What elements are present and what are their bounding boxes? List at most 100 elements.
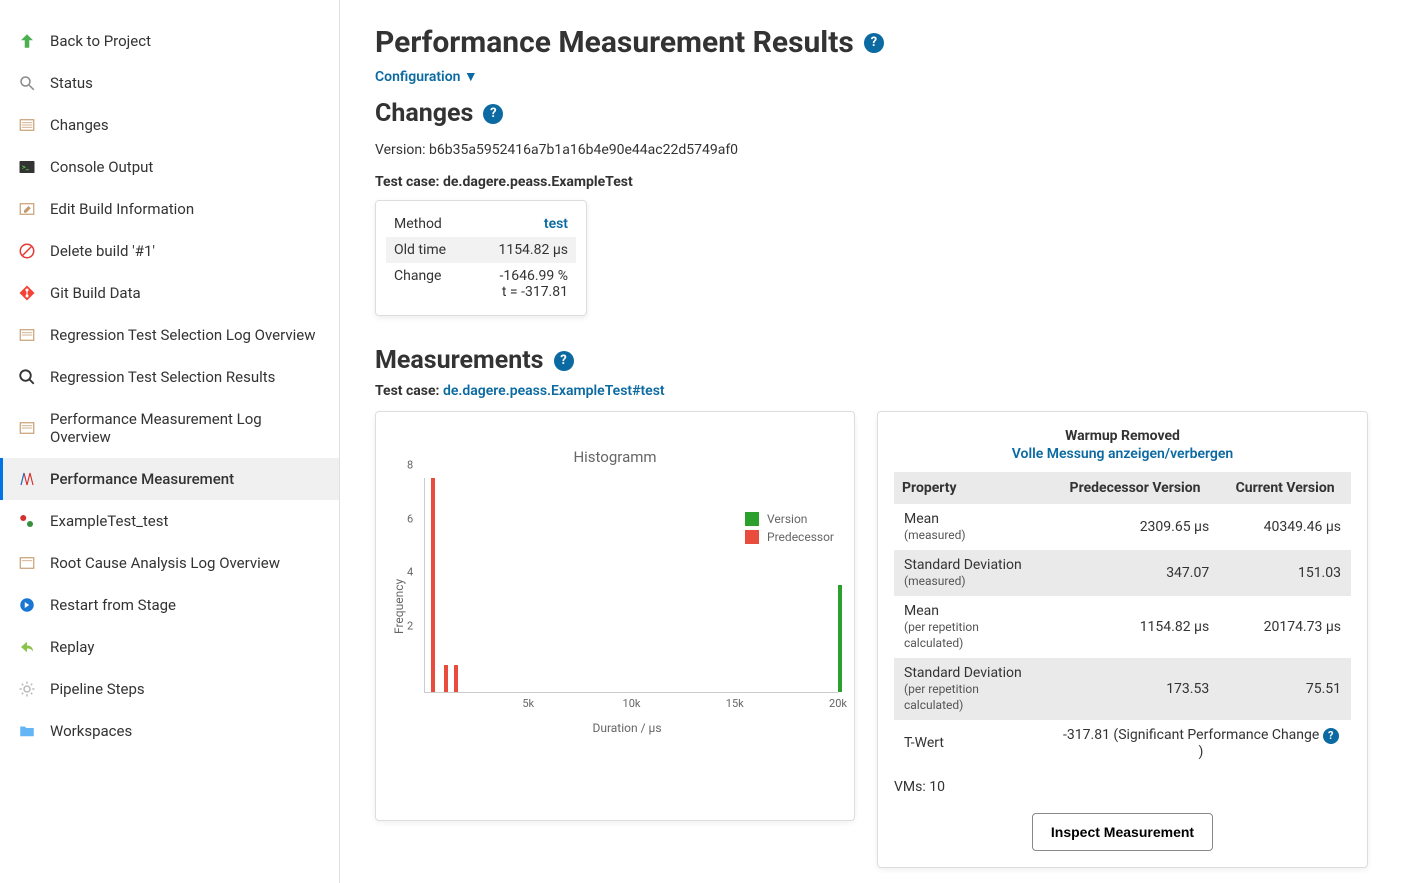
- changes-table: Method test Old time 1154.82 µs Change -…: [386, 211, 576, 305]
- configuration-toggle[interactable]: Configuration ▼: [375, 69, 478, 85]
- chart-bar: [454, 665, 458, 692]
- cell-value: 1154.82 µs: [1051, 596, 1219, 658]
- table-row: T-Wert -317.81 (Significant Performance …: [894, 720, 1351, 767]
- sidebar-item-perf-measurement-log[interactable]: Performance Measurement Log Overview: [0, 398, 339, 458]
- help-icon[interactable]: ?: [1323, 728, 1339, 744]
- measurements-heading-text: Measurements: [375, 346, 544, 375]
- inspect-measurement-button[interactable]: Inspect Measurement: [1032, 813, 1213, 851]
- cell-property: Mean(measured): [894, 504, 1051, 550]
- sidebar-item-regression-test-log[interactable]: Regression Test Selection Log Overview: [0, 314, 339, 356]
- table-row: Mean(measured) 2309.65 µs 40349.46 µs: [894, 504, 1351, 550]
- sidebar-item-label: Console Output: [50, 158, 153, 176]
- replay-icon: [18, 638, 36, 656]
- chart-bar: [838, 585, 842, 692]
- changes-card: Method test Old time 1154.82 µs Change -…: [375, 200, 587, 316]
- sidebar-item-replay[interactable]: Replay: [0, 626, 339, 668]
- sidebar-item-edit-build-info[interactable]: Edit Build Information: [0, 188, 339, 230]
- sidebar-item-perf-measurement[interactable]: Performance Measurement: [0, 458, 339, 500]
- results-icon: [18, 368, 36, 386]
- cell-value: -1646.99 % t = -317.81: [470, 263, 576, 305]
- sidebar-item-label: Edit Build Information: [50, 200, 194, 218]
- table-row: Old time 1154.82 µs: [386, 237, 576, 263]
- chart-ytick: 6: [407, 512, 413, 525]
- gear-icon: [18, 680, 36, 698]
- sidebar-item-workspaces[interactable]: Workspaces: [0, 710, 339, 752]
- testcase-label: Test case:: [375, 383, 440, 399]
- help-icon[interactable]: ?: [864, 33, 884, 53]
- chart-bar: [431, 478, 435, 692]
- chart-xtick: 20k: [829, 697, 847, 710]
- cell-value: 75.51: [1219, 658, 1351, 720]
- cell-value: 347.07: [1051, 550, 1219, 596]
- cell-value: 20174.73 µs: [1219, 596, 1351, 658]
- sidebar-item-back-to-project[interactable]: Back to Project: [0, 20, 339, 62]
- measurement-icon: [18, 470, 36, 488]
- stats-toggle-link[interactable]: Volle Messung anzeigen/verbergen: [1012, 446, 1234, 462]
- sidebar-item-regression-test-results[interactable]: Regression Test Selection Results: [0, 356, 339, 398]
- log-icon: [18, 419, 36, 437]
- chart-ytick: 4: [407, 566, 413, 579]
- table-row: Standard Deviation(per repetition calcul…: [894, 658, 1351, 720]
- cell-property: T-Wert: [894, 720, 1051, 767]
- testcase-link[interactable]: de.dagere.peass.ExampleTest#test: [443, 383, 665, 399]
- vms-label: VMs:: [894, 779, 926, 795]
- sidebar-item-console-output[interactable]: >_ Console Output: [0, 146, 339, 188]
- sidebar-item-label: Pipeline Steps: [50, 680, 145, 698]
- testcase-label: Test case:: [375, 174, 440, 190]
- stats-header: Warmup Removed: [894, 428, 1351, 444]
- cell-value: 40349.46 µs: [1219, 504, 1351, 550]
- sidebar-item-label: Status: [50, 74, 93, 92]
- vms-line: VMs: 10: [894, 779, 1351, 795]
- sidebar: Back to Project Status Changes >_ Consol…: [0, 0, 340, 883]
- sidebar-item-label: Root Cause Analysis Log Overview: [50, 554, 280, 572]
- sidebar-item-pipeline-steps[interactable]: Pipeline Steps: [0, 668, 339, 710]
- log-icon: [18, 326, 36, 344]
- chart-xtick: 15k: [726, 697, 744, 710]
- sidebar-item-delete-build[interactable]: Delete build '#1': [0, 230, 339, 272]
- table-row: Method test: [386, 211, 576, 237]
- main-content: Performance Measurement Results ? Config…: [340, 0, 1403, 883]
- cell-value: 2309.65 µs: [1051, 504, 1219, 550]
- sidebar-item-git-build-data[interactable]: Git Build Data: [0, 272, 339, 314]
- table-row: Change -1646.99 % t = -317.81: [386, 263, 576, 305]
- log-icon: [18, 554, 36, 572]
- col-header: Property: [894, 472, 1051, 504]
- version-hash: b6b35a5952416a7b1a16b4e90e44ac22d5749af0: [429, 142, 738, 158]
- method-link[interactable]: test: [544, 216, 568, 232]
- chart-xlabel: Duration / µs: [416, 721, 838, 735]
- sidebar-item-root-cause-log[interactable]: Root Cause Analysis Log Overview: [0, 542, 339, 584]
- chart-title: Histogramm: [392, 448, 838, 466]
- testcase-name: de.dagere.peass.ExampleTest: [443, 174, 633, 190]
- cell-property: Standard Deviation(per repetition calcul…: [894, 658, 1051, 720]
- cell-label: Method: [386, 211, 470, 237]
- sidebar-item-label: ExampleTest_test: [50, 512, 168, 530]
- restart-icon: [18, 596, 36, 614]
- sidebar-item-label: Restart from Stage: [50, 596, 176, 614]
- measurements-testcase-line: Test case: de.dagere.peass.ExampleTest#t…: [375, 383, 1368, 399]
- chart-ytick: 8: [407, 459, 413, 472]
- edit-icon: [18, 200, 36, 218]
- vms-value: 10: [929, 779, 945, 795]
- changes-heading-text: Changes: [375, 99, 473, 128]
- sidebar-item-label: Regression Test Selection Log Overview: [50, 326, 315, 344]
- sidebar-item-status[interactable]: Status: [0, 62, 339, 104]
- cell-value: -317.81 (Significant Performance Change …: [1051, 720, 1351, 767]
- cell-value: 173.53: [1051, 658, 1219, 720]
- sidebar-item-label: Replay: [50, 638, 94, 656]
- chart-xtick: 5k: [522, 697, 534, 710]
- sidebar-item-changes[interactable]: Changes: [0, 104, 339, 146]
- legend-label: Predecessor: [767, 530, 834, 544]
- search-icon: [18, 74, 36, 92]
- legend-label: Version: [767, 512, 807, 526]
- folder-icon: [18, 722, 36, 740]
- sidebar-item-example-test[interactable]: ExampleTest_test: [0, 500, 339, 542]
- version-label: Version:: [375, 142, 426, 158]
- help-icon[interactable]: ?: [483, 104, 503, 124]
- help-icon[interactable]: ?: [554, 351, 574, 371]
- chart-ylabel: Frequency: [392, 478, 406, 735]
- sidebar-item-restart-stage[interactable]: Restart from Stage: [0, 584, 339, 626]
- legend-item: Version: [745, 512, 834, 526]
- legend-swatch-icon: [745, 512, 759, 526]
- changes-heading: Changes ?: [375, 99, 1368, 128]
- sidebar-item-label: Changes: [50, 116, 109, 134]
